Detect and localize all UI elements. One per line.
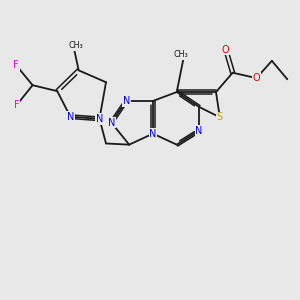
- Text: N: N: [96, 114, 103, 124]
- Text: N: N: [149, 129, 157, 139]
- Text: N: N: [195, 126, 203, 136]
- Text: O: O: [253, 73, 260, 83]
- Text: N: N: [122, 96, 130, 106]
- Text: O: O: [222, 44, 230, 55]
- Text: N: N: [67, 112, 74, 122]
- Text: CH₃: CH₃: [174, 50, 189, 59]
- Text: N: N: [108, 118, 115, 128]
- Text: F: F: [14, 100, 20, 110]
- Text: CH₃: CH₃: [69, 41, 84, 50]
- Text: S: S: [217, 112, 223, 122]
- Text: F: F: [14, 60, 19, 70]
